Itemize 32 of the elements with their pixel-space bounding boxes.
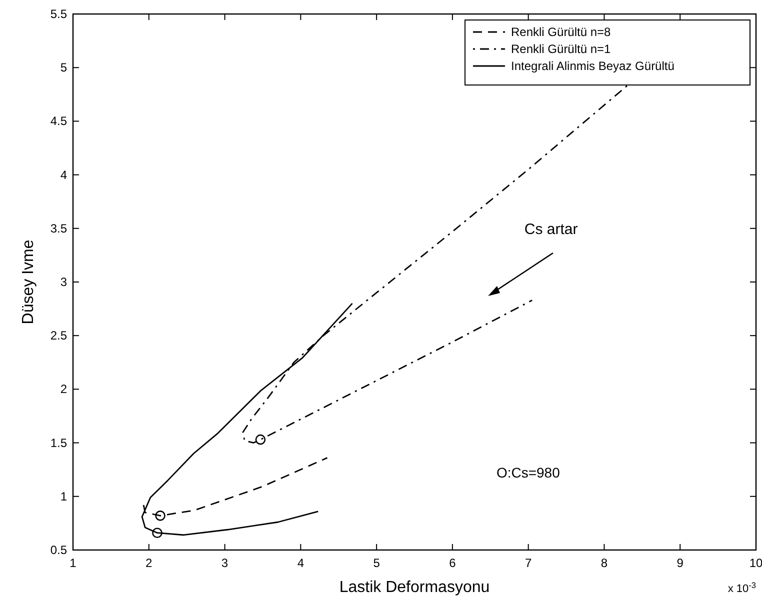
x-axis-title: Lastik Deformasyonu [339, 579, 490, 596]
y-tick-label: 2 [60, 382, 68, 396]
y-tick-label: 2.5 [50, 328, 68, 343]
point [255, 434, 266, 445]
annotation: O:Cs=980 [496, 464, 560, 481]
legend-label: Renkli Gürültü n=1 [511, 42, 612, 56]
x-tick-label: 5 [373, 556, 380, 570]
x-tick-label: 8 [600, 556, 608, 570]
y-tick-label: 1 [60, 489, 68, 504]
y-axis-title: Düsey Ivme [20, 240, 37, 324]
x-tick-label: 2 [146, 556, 153, 570]
legend-label: Integrali Alinmis Beyaz Gürültü [511, 59, 674, 73]
y-tick-label: 0.5 [50, 543, 68, 557]
x-tick-label: 10 [749, 556, 762, 570]
y-tick-label: 4.5 [50, 114, 68, 128]
point [152, 528, 162, 538]
x-tick-label: 6 [449, 556, 456, 570]
point [155, 510, 166, 521]
x-tick-label: 3 [221, 556, 228, 570]
x-tick-label: 9 [676, 556, 684, 570]
x-tick-label: 7 [524, 556, 532, 570]
annotation: Cs artar [524, 220, 578, 238]
y-tick-label: 5.5 [50, 7, 68, 21]
text: x 10$^{-3}$ [728, 580, 756, 595]
y-tick-label: 3 [60, 275, 68, 289]
x-tick-label: 1 [70, 556, 77, 570]
y-tick-label: 3.5 [50, 221, 68, 236]
x-tick-label: 4 [297, 556, 304, 570]
y-tick-label: 4 [60, 168, 68, 182]
y-tick-label: 5 [60, 60, 68, 75]
legend-label: Renkli Gürültü n=8 [511, 25, 612, 39]
y-tick-label: 1.5 [50, 436, 68, 450]
